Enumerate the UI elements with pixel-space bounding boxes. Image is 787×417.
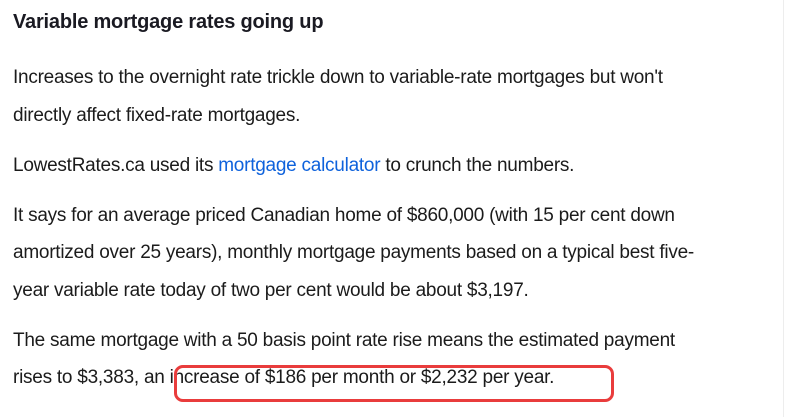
text-line: year variable rate today of two per cent… bbox=[13, 279, 529, 301]
text-line: The same mortgage with a 50 basis point … bbox=[13, 329, 675, 351]
text-line: directly affect fixed-rate mortgages. bbox=[13, 104, 301, 126]
text-line: Increases to the overnight rate trickle … bbox=[13, 67, 663, 88]
text-line: rises to $3,383, an increase of $186 per… bbox=[13, 367, 555, 388]
paragraph-average-home: It says for an average priced Canadian h… bbox=[13, 197, 787, 310]
text-line: It says for an average priced Canadian h… bbox=[13, 204, 675, 226]
text-segment: to crunch the numbers. bbox=[380, 154, 575, 176]
paragraph-lowestrates: LowestRates.ca used its mortgage calcula… bbox=[13, 147, 787, 185]
text-line: amortized over 25 years), monthly mortga… bbox=[13, 242, 694, 263]
content-right-divider bbox=[783, 0, 784, 417]
mortgage-calculator-link[interactable]: mortgage calculator bbox=[218, 154, 381, 176]
paragraph-overnight-rate: Increases to the overnight rate trickle … bbox=[13, 59, 787, 134]
text-segment: LowestRates.ca used its bbox=[13, 154, 219, 176]
paragraph-rate-rise: The same mortgage with a 50 basis point … bbox=[13, 322, 787, 397]
article-heading: Variable mortgage rates going up bbox=[13, 11, 324, 33]
